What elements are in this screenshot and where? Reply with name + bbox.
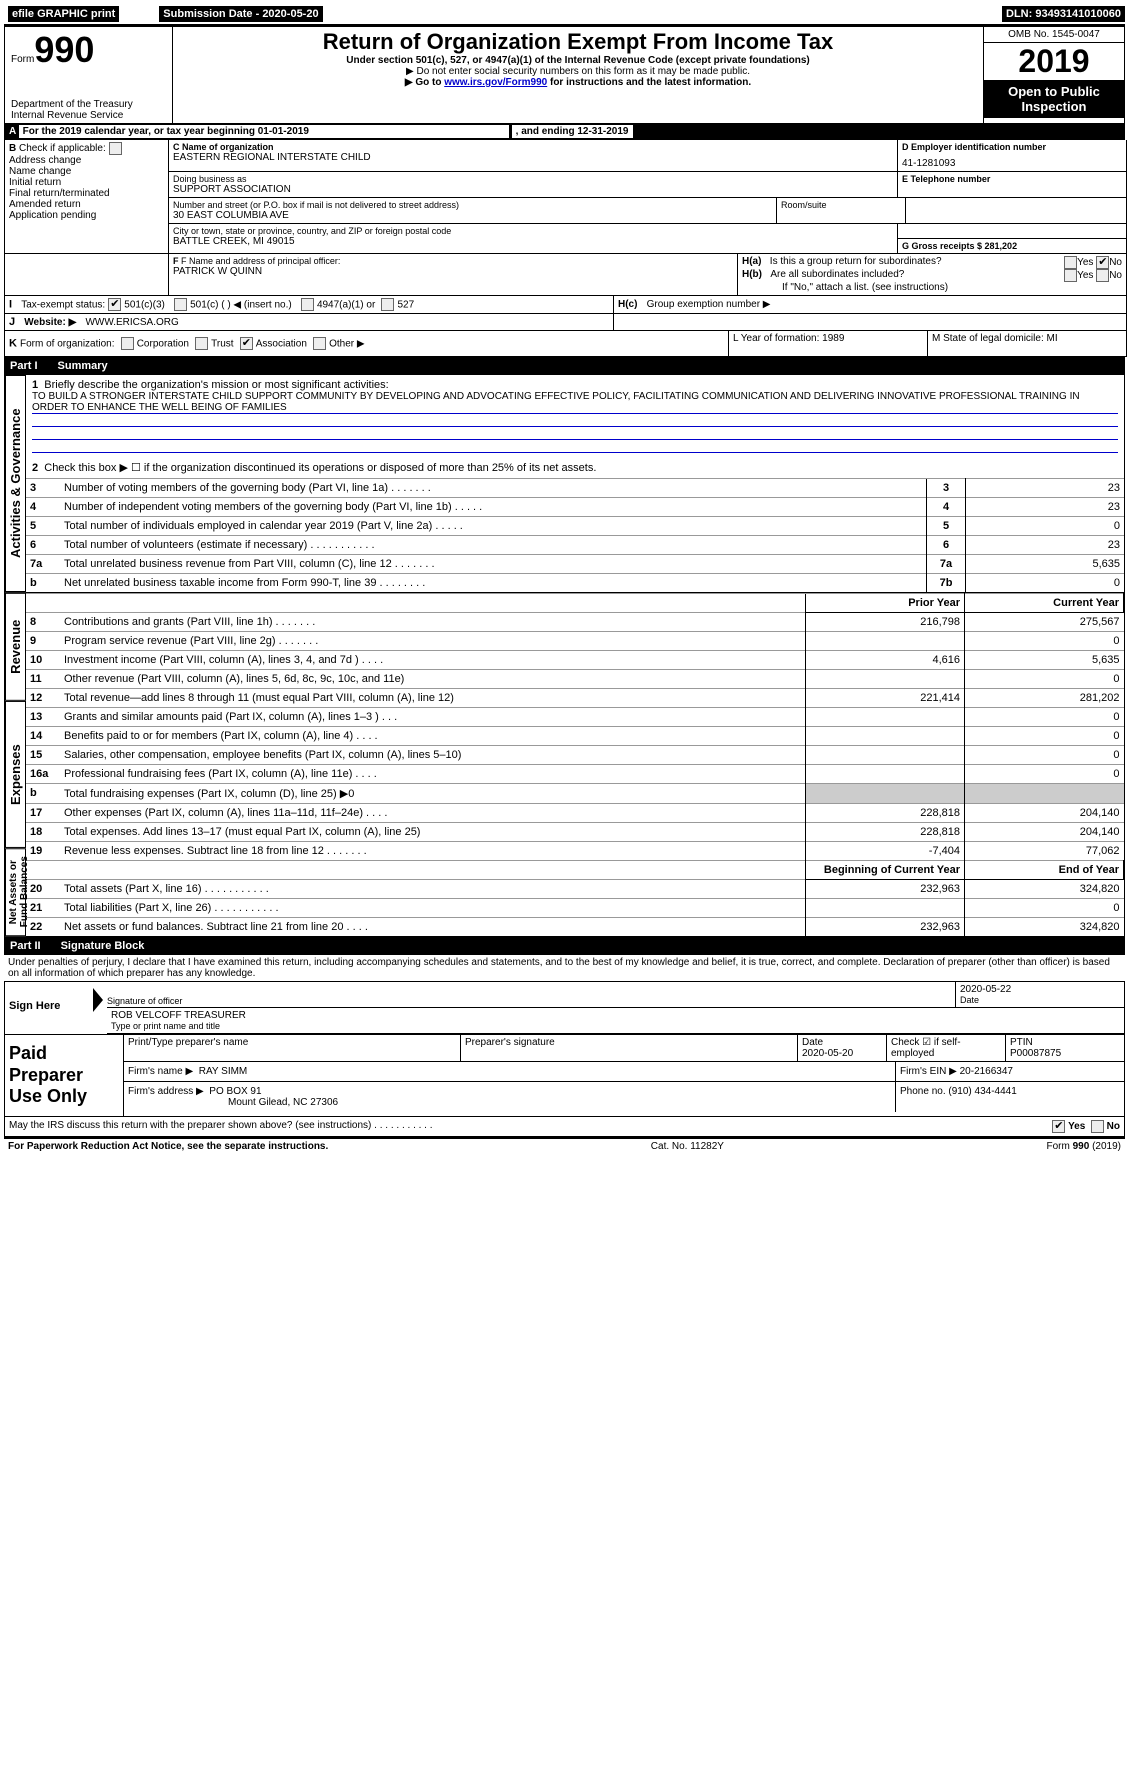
box-e: E Telephone number xyxy=(897,172,1126,198)
efile-label: efile GRAPHIC print xyxy=(8,6,119,22)
form-title: Return of Organization Exempt From Incom… xyxy=(179,29,977,55)
tax-year: 2019 xyxy=(984,43,1124,80)
firm-address: Firm's address ▶ PO BOX 91 Mount Gilead,… xyxy=(124,1082,896,1112)
side-expenses: Expenses xyxy=(5,701,26,848)
firm-ein: Firm's EIN ▶ 20-2166347 xyxy=(896,1062,1124,1081)
submission-date: Submission Date - 2020-05-20 xyxy=(159,6,322,22)
sig-date: 2020-05-22 Date xyxy=(955,982,1124,1008)
irs-link[interactable]: www.irs.gov/Form990 xyxy=(444,77,547,88)
top-header: efile GRAPHIC print Submission Date - 20… xyxy=(4,4,1125,26)
officer-sig-line: Signature of officer xyxy=(107,982,955,1008)
dln: DLN: 93493141010060 xyxy=(1002,6,1125,22)
omb-number: OMB No. 1545-0047 xyxy=(984,27,1124,43)
box-b: B Check if applicable: Address change Na… xyxy=(5,140,169,253)
summary-table: 3Number of voting members of the governi… xyxy=(26,478,1124,592)
sign-arrow-icon xyxy=(93,988,103,1012)
declaration-text: Under penalties of perjury, I declare th… xyxy=(4,955,1125,981)
box-d: D Employer identification number 41-1281… xyxy=(897,140,1126,172)
row-i: I Tax-exempt status: 501(c)(3) 501(c) ( … xyxy=(5,296,614,313)
irs-label: Internal Revenue Service xyxy=(11,110,166,121)
row-m: M State of legal domicile: MI xyxy=(927,331,1126,356)
side-activities: Activities & Governance xyxy=(5,375,26,592)
officer-name: ROB VELCOFF TREASURER Type or print name… xyxy=(107,1008,1124,1034)
box-c-addr: Number and street (or P.O. box if mail i… xyxy=(169,198,776,224)
box-f: F F Name and address of principal office… xyxy=(168,254,737,295)
box-c-name: C Name of organization EASTERN REGIONAL … xyxy=(169,140,897,172)
summary-q2: Check this box ▶ ☐ if the organization d… xyxy=(44,462,596,474)
summary-q1: 1 Briefly describe the organization's mi… xyxy=(26,375,1124,457)
row-j: J Website: ▶ WWW.ERICSA.ORG xyxy=(5,314,614,330)
discuss-row: May the IRS discuss this return with the… xyxy=(4,1117,1125,1137)
box-c-dba: Doing business as SUPPORT ASSOCIATION xyxy=(169,172,897,198)
side-net: Net Assets or Fund Balances xyxy=(5,848,26,936)
part-2-header: Part IISignature Block xyxy=(4,937,1125,955)
sign-here-label: Sign Here xyxy=(5,982,93,1034)
page-footer: For Paperwork Reduction Act Notice, see … xyxy=(4,1137,1125,1154)
box-g: G Gross receipts $ 281,202 xyxy=(897,224,1126,253)
open-to-public: Open to Public Inspection xyxy=(984,80,1124,118)
firm-phone: Phone no. (910) 434-4441 xyxy=(896,1082,1124,1112)
rev-exp-table: Prior Year Current Year 8Contributions a… xyxy=(26,593,1124,936)
subtitle-2: ▶ Do not enter social security numbers o… xyxy=(179,66,977,77)
dept-treasury: Department of the Treasury xyxy=(11,99,166,110)
subtitle-1: Under section 501(c), 527, or 4947(a)(1)… xyxy=(179,55,977,66)
form-header: Form990 Department of the Treasury Inter… xyxy=(4,26,1125,124)
tax-period: A For the 2019 calendar year, or tax yea… xyxy=(4,124,1125,140)
form-number: 990 xyxy=(34,29,94,70)
row-k: K Form of organization: Corporation Trus… xyxy=(5,331,728,356)
paid-preparer-label: Paid Preparer Use Only xyxy=(5,1035,123,1116)
row-l: L Year of formation: 1989 xyxy=(728,331,927,356)
firm-name: Firm's name ▶ RAY SIMM xyxy=(124,1062,896,1081)
box-h-c: H(c) Group exemption number ▶ xyxy=(614,296,1126,313)
part-1-header: Part ISummary xyxy=(4,357,1125,375)
box-h: H(a) Is this a group return for subordin… xyxy=(737,254,1126,295)
side-revenue: Revenue xyxy=(5,593,26,701)
box-c-city: City or town, state or province, country… xyxy=(169,224,897,253)
